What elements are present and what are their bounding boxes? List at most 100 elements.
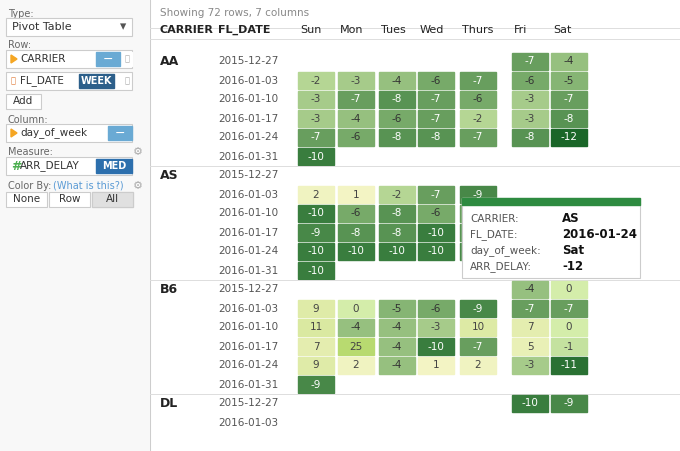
Bar (298, 205, 334, 222)
Bar (462, 198, 640, 278)
Text: -7: -7 (564, 304, 574, 313)
Bar (338, 338, 374, 355)
Text: -6: -6 (431, 75, 441, 86)
Bar (418, 300, 454, 317)
Text: -8: -8 (392, 227, 402, 238)
Bar (338, 319, 374, 336)
Text: 2: 2 (475, 360, 481, 371)
Bar (379, 110, 415, 127)
Text: -7: -7 (564, 95, 574, 105)
Text: -9: -9 (473, 304, 483, 313)
Text: 2016-01-31: 2016-01-31 (218, 152, 278, 161)
Bar (460, 91, 496, 108)
Text: -7: -7 (473, 133, 483, 143)
Text: -5: -5 (564, 75, 574, 86)
Text: -7: -7 (431, 95, 441, 105)
Bar (92, 192, 133, 207)
Text: 2016-01-03: 2016-01-03 (218, 189, 278, 199)
Bar (338, 243, 374, 260)
Text: -7: -7 (351, 95, 361, 105)
Text: -10: -10 (307, 152, 324, 161)
Bar (92, 192, 133, 207)
Bar (551, 53, 587, 70)
Bar (512, 129, 548, 146)
Text: 🗑: 🗑 (124, 55, 129, 64)
Bar (379, 91, 415, 108)
Text: 11: 11 (309, 322, 322, 332)
Bar (379, 129, 415, 146)
Bar (6, 157, 132, 175)
Text: AS: AS (562, 212, 579, 226)
Text: 2016-01-31: 2016-01-31 (218, 266, 278, 276)
Bar (338, 110, 374, 127)
Text: AA: AA (160, 55, 180, 68)
Text: -10: -10 (428, 247, 445, 257)
Bar (338, 224, 374, 241)
Bar (512, 110, 548, 127)
Text: -10: -10 (522, 399, 539, 409)
Bar (338, 91, 374, 108)
Bar (551, 129, 587, 146)
Text: 2: 2 (353, 360, 359, 371)
Bar (298, 148, 334, 165)
Text: Wed: Wed (420, 25, 444, 35)
Text: -9: -9 (473, 247, 483, 257)
Text: -3: -3 (431, 322, 441, 332)
Bar (379, 338, 415, 355)
Text: Thurs: Thurs (462, 25, 494, 35)
Text: ⚙: ⚙ (133, 147, 143, 157)
Text: ARR_DELAY:: ARR_DELAY: (470, 262, 532, 272)
Text: -8: -8 (392, 95, 402, 105)
Bar (512, 91, 548, 108)
Text: 1: 1 (353, 189, 359, 199)
Text: CARRIER: CARRIER (160, 25, 214, 35)
Text: -8: -8 (525, 133, 535, 143)
Text: FL_DATE: FL_DATE (20, 76, 64, 87)
Text: Row:: Row: (8, 40, 31, 50)
Bar (460, 300, 496, 317)
Text: None: None (13, 194, 40, 204)
Text: 2016-01-03: 2016-01-03 (218, 75, 278, 86)
Bar (379, 72, 415, 89)
Bar (512, 72, 548, 89)
Bar (418, 243, 454, 260)
Text: -10: -10 (428, 341, 445, 351)
Bar (49, 192, 90, 207)
Text: -4: -4 (392, 341, 402, 351)
Bar (551, 357, 587, 374)
Text: -9: -9 (564, 399, 574, 409)
Text: -7: -7 (473, 75, 483, 86)
Text: Color By:: Color By: (8, 181, 52, 191)
Bar (338, 186, 374, 203)
Text: -6: -6 (473, 95, 483, 105)
Bar (122, 52, 132, 66)
Bar (462, 198, 640, 205)
Bar (6, 94, 41, 109)
Text: 2015-12-27: 2015-12-27 (218, 170, 278, 180)
Text: -3: -3 (351, 75, 361, 86)
Bar (512, 243, 548, 260)
Bar (379, 300, 415, 317)
Bar (6, 192, 47, 207)
Bar (551, 110, 587, 127)
Bar (460, 338, 496, 355)
Text: −: − (103, 52, 114, 65)
Bar (418, 338, 454, 355)
Text: All: All (106, 194, 119, 204)
Bar (96, 52, 120, 66)
FancyBboxPatch shape (6, 18, 132, 36)
Text: -3: -3 (311, 114, 321, 124)
Text: Fri: Fri (514, 25, 528, 35)
Text: 2016-01-24: 2016-01-24 (562, 229, 637, 241)
Text: -2: -2 (392, 189, 402, 199)
Text: Column:: Column: (8, 115, 49, 125)
Text: B6: B6 (160, 283, 178, 296)
Text: Add: Add (13, 97, 33, 106)
Bar (338, 357, 374, 374)
Bar (6, 124, 132, 142)
Bar (79, 74, 114, 88)
Text: 2016-01-10: 2016-01-10 (218, 208, 278, 218)
Bar (460, 72, 496, 89)
Text: -7: -7 (525, 56, 535, 66)
Text: 2016-01-24: 2016-01-24 (218, 133, 278, 143)
